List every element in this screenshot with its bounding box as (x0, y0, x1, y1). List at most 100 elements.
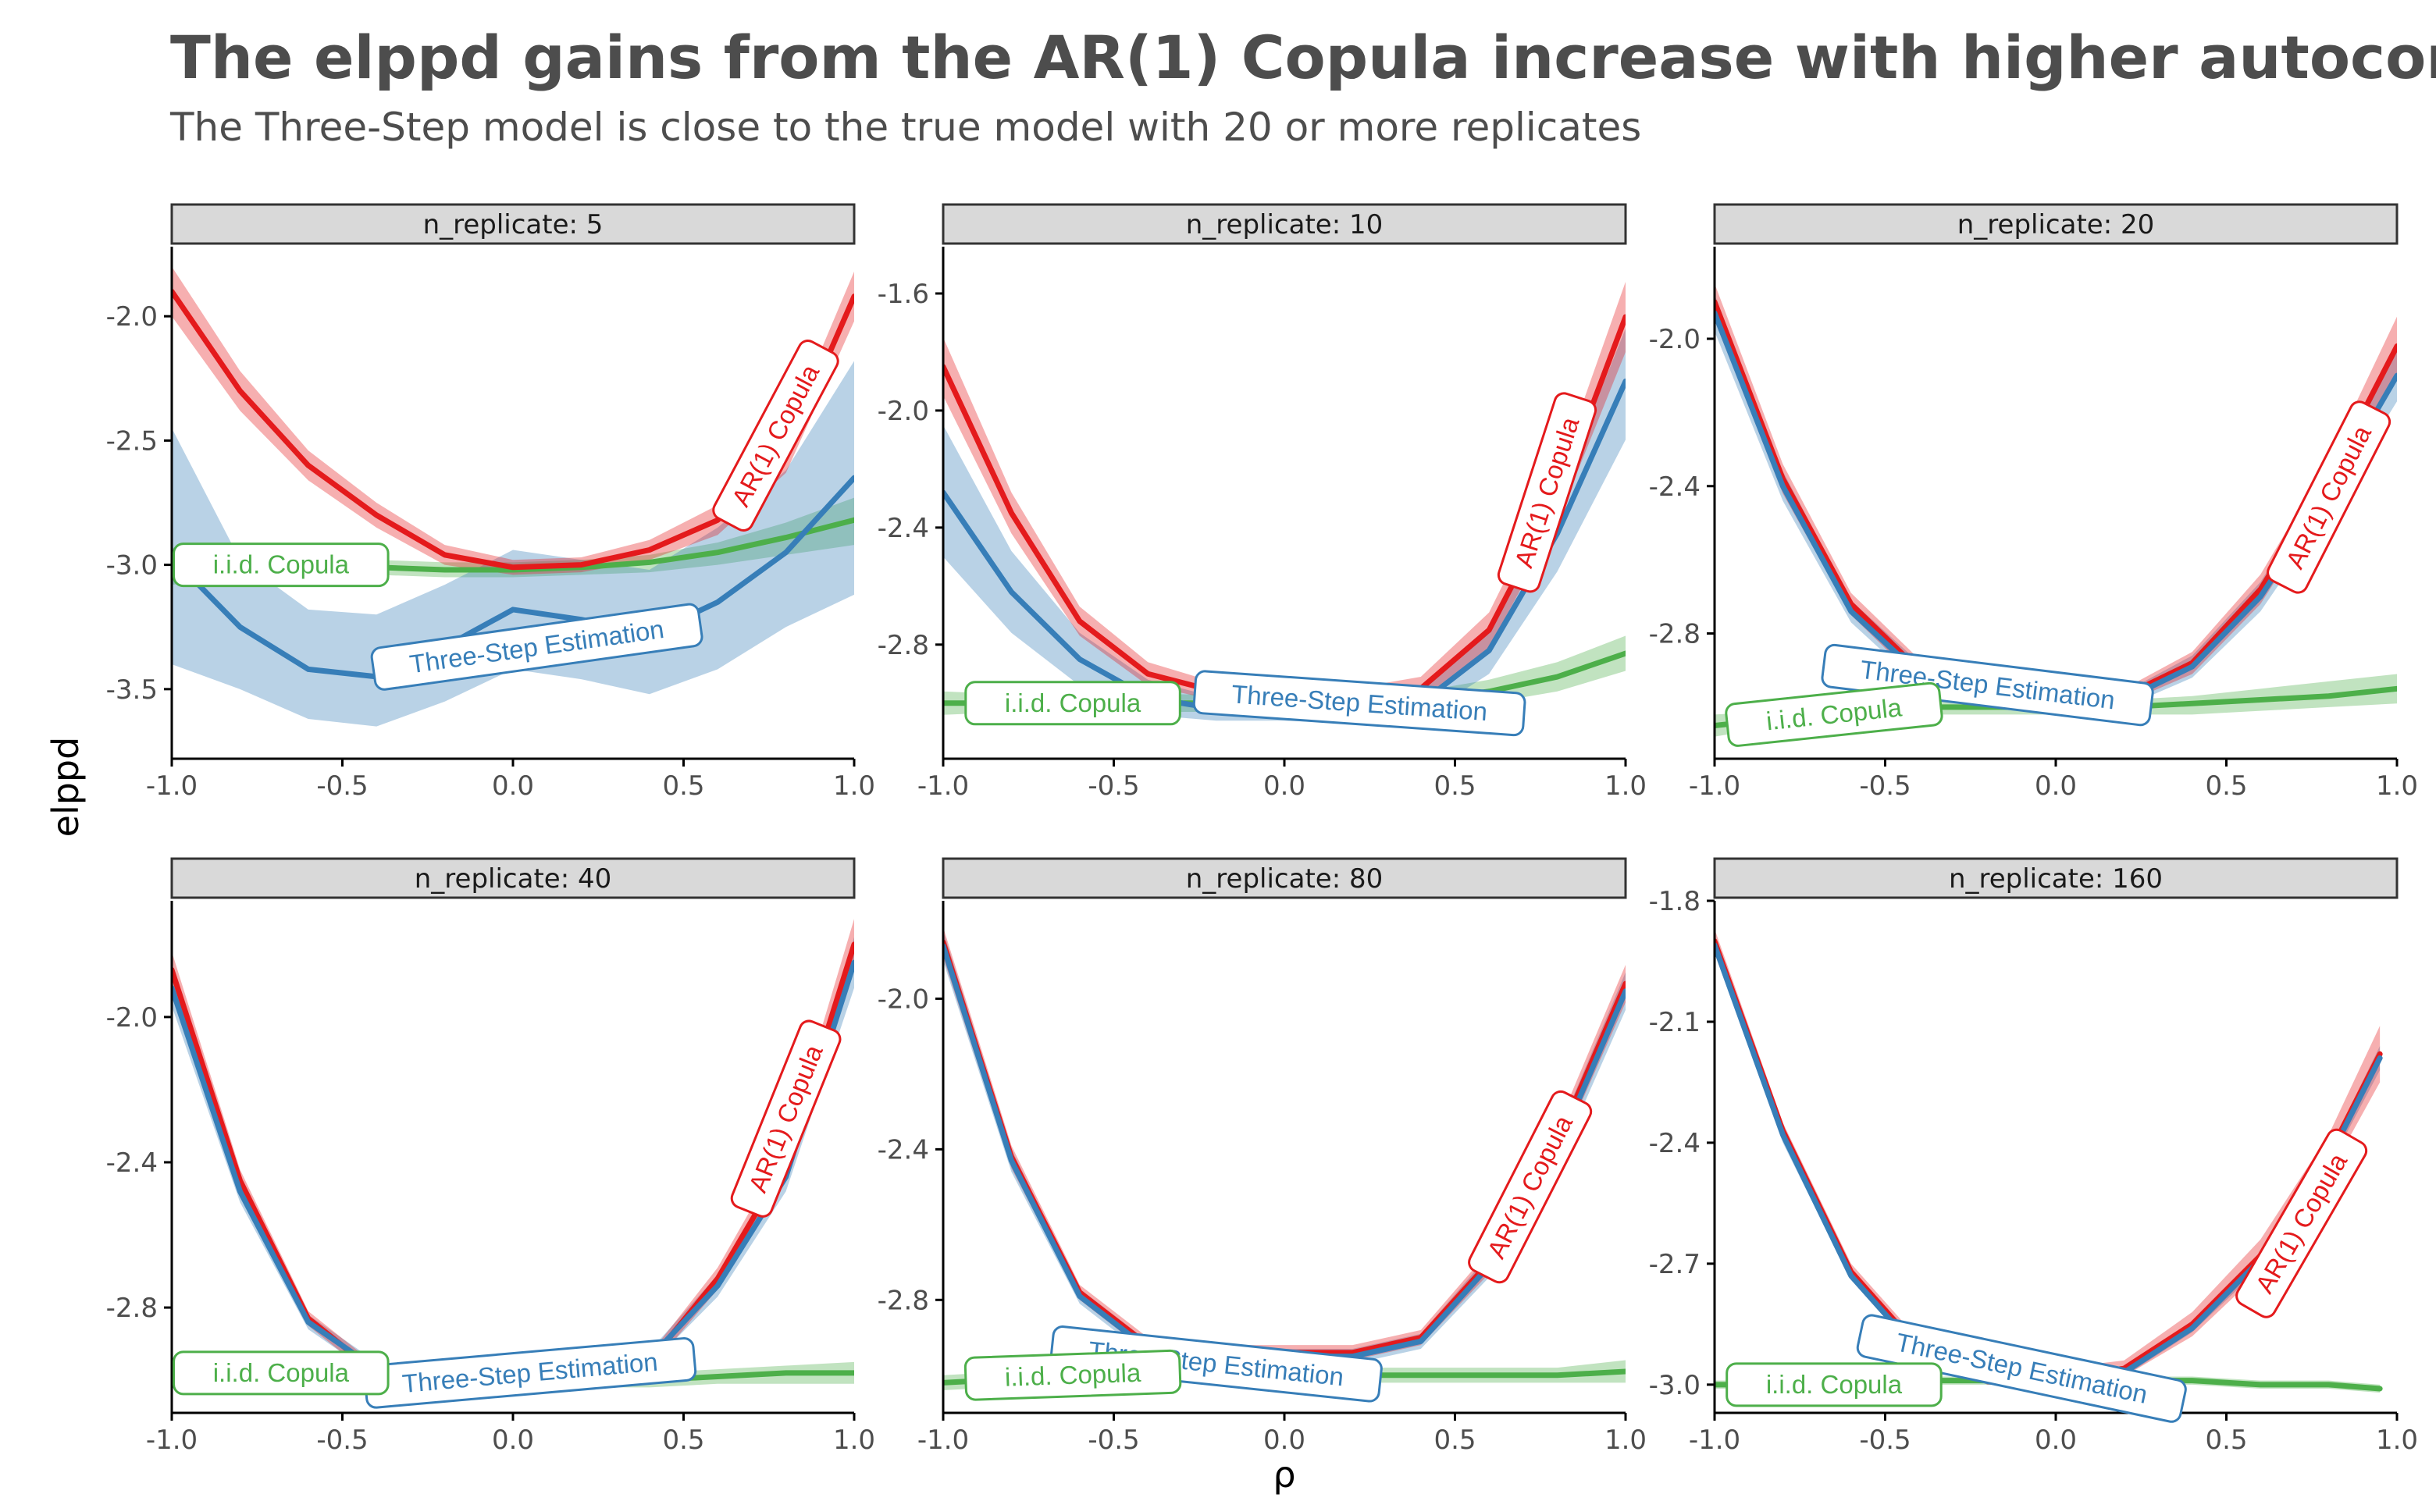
label-box (2267, 400, 2391, 594)
y-tick-label: -1.6 (878, 279, 929, 310)
three-step-ribbon (1715, 294, 2397, 711)
x-tick-label: 0.5 (1433, 1425, 1476, 1456)
y-tick-label: -2.4 (1649, 1128, 1701, 1159)
label-box (173, 543, 390, 588)
ar1-label: AR(1) Copula (1468, 1090, 1593, 1284)
facet-strip-label: n_replicate: 10 (1186, 209, 1383, 240)
label-box (1726, 1362, 1943, 1407)
y-tick-label: -2.8 (878, 630, 929, 661)
x-tick-label: -1.0 (146, 770, 198, 802)
label-text: i.i.d. Copula (213, 1358, 350, 1387)
iid-label: i.i.d. Copula (964, 681, 1181, 726)
label-box (173, 1350, 390, 1396)
y-tick-label: -2.5 (106, 425, 158, 457)
y-tick-label: -2.7 (1649, 1249, 1701, 1280)
x-tick-label: 1.0 (2376, 770, 2418, 802)
chart-title: The elppd gains from the AR(1) Copula in… (170, 23, 2436, 92)
y-tick-label: -3.0 (106, 550, 158, 582)
y-tick-label: -2.0 (106, 1002, 158, 1033)
x-tick-label: 0.0 (492, 1425, 534, 1456)
x-tick-label: 0.0 (1263, 770, 1305, 802)
label-box (964, 681, 1181, 726)
ar1-ribbon (1715, 283, 2397, 707)
three-step-ribbon (1715, 937, 2381, 1385)
y-tick-label: -2.8 (106, 1293, 158, 1324)
iid-label: i.i.d. Copula (173, 1350, 390, 1396)
x-tick-label: -1.0 (917, 1425, 969, 1456)
label-box (370, 603, 703, 691)
ar1-ribbon (1715, 929, 2381, 1385)
x-tick-label: -1.0 (917, 770, 969, 802)
label-text: AR(1) Copula (2249, 1148, 2352, 1298)
x-tick-label: 0.0 (2035, 770, 2077, 802)
label-box (1497, 392, 1597, 593)
ar1-ribbon (172, 266, 854, 575)
y-tick-label: -2.1 (1649, 1007, 1701, 1038)
y-tick-label: -1.8 (1649, 886, 1701, 917)
y-tick-label: -2.4 (878, 513, 929, 544)
ar1-line (1715, 299, 2397, 703)
x-tick-label: 1.0 (2376, 1425, 2418, 1456)
x-tick-label: -1.0 (1689, 1425, 1740, 1456)
x-tick-label: 0.5 (2205, 770, 2247, 802)
label-text: AR(1) Copula (2280, 421, 2377, 574)
y-tick-label: -3.0 (1649, 1370, 1701, 1401)
three-step-line (943, 943, 1626, 1360)
x-tick-label: -0.5 (1088, 1425, 1139, 1456)
facet-strip-label: n_replicate: 80 (1186, 863, 1383, 895)
x-tick-label: 1.0 (1604, 770, 1647, 802)
label-box (1049, 1325, 1383, 1403)
facet-strip-label: n_replicate: 160 (1949, 863, 2163, 895)
facet-panel-5: n_replicate: 80 -2.0 -2.4 -2.8 -1.0 -0.5 0.0 0.… (878, 857, 1647, 1456)
y-tick-label: -2.4 (878, 1134, 929, 1165)
x-tick-label: -0.5 (1859, 770, 1911, 802)
label-box (1192, 670, 1526, 737)
facet-panel-6: n_replicate: 160 -1.8 -2.1 -2.4 -2.7 -3.0 -1.0… (1649, 857, 2418, 1456)
label-text: AR(1) Copula (1481, 1110, 1578, 1263)
label-text: i.i.d. Copula (1004, 1358, 1141, 1392)
facet-strip (942, 857, 1627, 899)
three-step-line (1715, 310, 2397, 706)
facet-strip (942, 203, 1627, 245)
x-tick-label: 0.5 (662, 770, 704, 802)
facet-panel-4: n_replicate: 40 -2.0 -2.4 -2.8 -1.0 -0.5 0.0 0.… (106, 857, 875, 1456)
y-axis-title: elppd (45, 737, 87, 838)
y-tick-label: -2.4 (106, 1147, 158, 1179)
y-tick-label: -3.5 (106, 674, 158, 706)
iid-label: i.i.d. Copula (173, 543, 390, 588)
plot-area (1715, 929, 2383, 1393)
facet-panel-1: n_replicate: 5 -2.0 -2.5 -3.0 -3.5 -1.0 -0.5 0.… (106, 203, 875, 802)
facet-panels: n_replicate: 5 -2.0 -2.5 -3.0 -3.5 -1.0 -0.5 0.… (106, 203, 2418, 1456)
facet-strip-label: n_replicate: 20 (1957, 209, 2154, 240)
facet-strip-label: n_replicate: 5 (423, 209, 604, 240)
label-box (712, 340, 839, 532)
x-axis-title: ρ (1273, 1453, 1295, 1496)
ar1-ribbon (943, 927, 1626, 1361)
x-tick-label: 0.0 (2035, 1425, 2077, 1456)
facet-strip (170, 857, 856, 899)
three-step-line (172, 475, 854, 680)
facet-strip (1713, 857, 2399, 899)
three-step-label: Three-Step Estimation (1192, 670, 1526, 737)
x-tick-label: -1.0 (146, 1425, 198, 1456)
y-tick-label: -2.0 (106, 301, 158, 333)
x-tick-label: 1.0 (1604, 1425, 1647, 1456)
ar1-label: AR(1) Copula (2267, 400, 2391, 594)
y-tick-label: -2.0 (1649, 324, 1701, 355)
label-box (1856, 1314, 2187, 1423)
label-box (1821, 643, 2154, 727)
x-tick-label: 1.0 (833, 770, 875, 802)
facet-strip (170, 203, 856, 245)
label-box (2235, 1128, 2368, 1318)
facet-strip (1713, 203, 2399, 245)
x-tick-label: 0.0 (1263, 1425, 1305, 1456)
y-tick-label: -2.8 (1649, 619, 1701, 650)
chart-subtitle: The Three-Step model is close to the tru… (169, 105, 1641, 150)
iid-label: i.i.d. Copula (1725, 681, 1943, 747)
y-tick-label: -2.0 (878, 396, 929, 427)
y-tick-label: -2.8 (878, 1285, 929, 1316)
x-tick-label: 0.5 (2205, 1425, 2247, 1456)
facet-panel-2: n_replicate: 10 -1.6 -2.0 -2.4 -2.8 -1.0 -0.5 0… (878, 203, 1647, 802)
label-text: i.i.d. Copula (213, 550, 350, 579)
